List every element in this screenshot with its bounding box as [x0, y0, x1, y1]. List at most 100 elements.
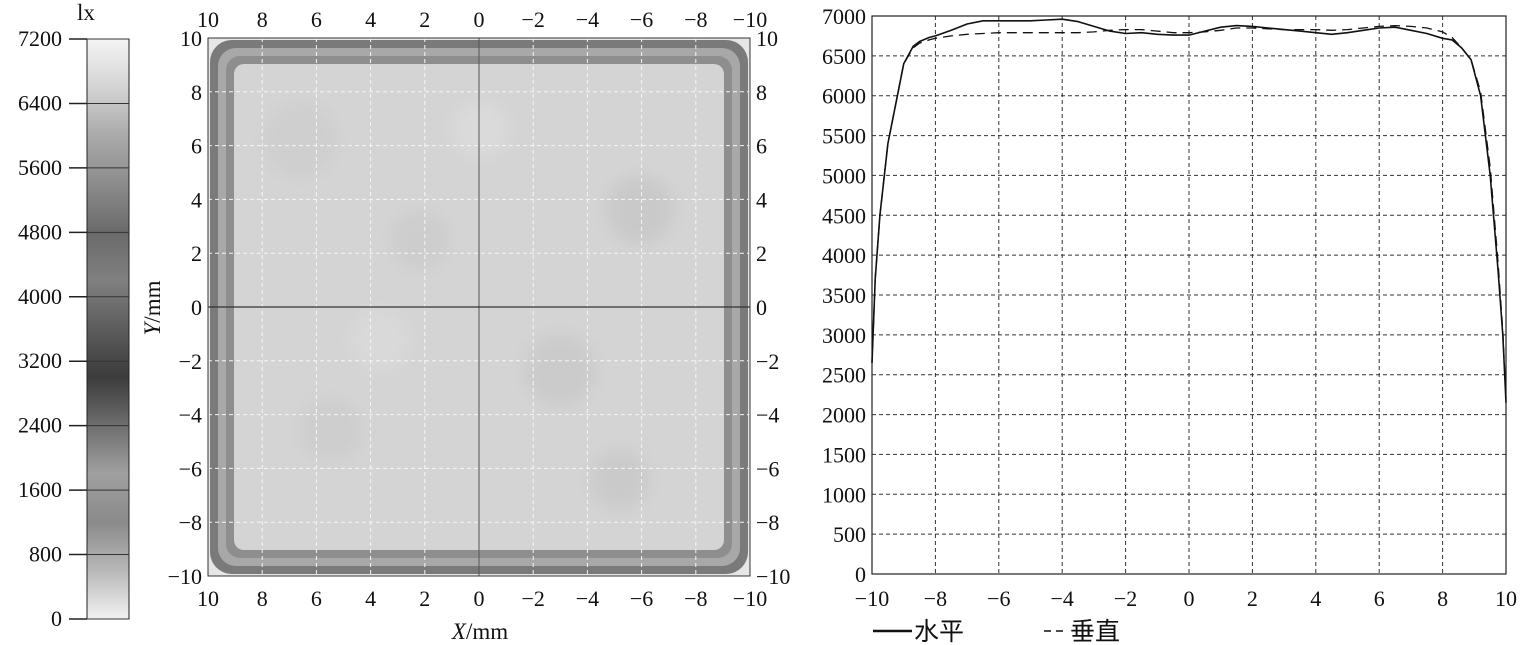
heatmap-x-axis-var: X — [451, 619, 467, 644]
heatmap-y-axis-var: Y — [140, 320, 165, 335]
heatmap-x-tick-label-bottom: 6 — [311, 586, 322, 611]
colorbar-strip — [86, 38, 130, 620]
legend-label-vertical: 垂直 — [1070, 618, 1120, 645]
line-y-tick-label: 2500 — [822, 363, 866, 388]
line-y-tick-label: 3000 — [822, 323, 866, 348]
heatmap-x-tick-label-bottom: −4 — [576, 586, 599, 611]
line-y-tick-label: 1500 — [822, 442, 866, 467]
heatmap-y-tick-label-left: 8 — [191, 80, 202, 105]
heatmap-x-tick-label-bottom: 4 — [365, 586, 376, 611]
heatmap-y-axis-unit: /mm — [140, 280, 165, 322]
heatmap-y-tick-label-right: −4 — [756, 403, 779, 428]
line-x-tick-label: −8 — [924, 586, 947, 611]
heatmap-y-tick-label-left: −2 — [179, 349, 202, 374]
line-x-tick-label: 6 — [1374, 586, 1385, 611]
heatmap-y-tick-label-right: 6 — [756, 134, 767, 159]
colorbar-unit-label: lx — [77, 0, 95, 25]
heatmap-y-tick-label-right: −6 — [756, 456, 779, 481]
heatmap-y-tick-label-left: 0 — [191, 295, 202, 320]
line-y-tick-label: 4000 — [822, 243, 866, 268]
colorbar-tick-label: 5600 — [18, 155, 62, 180]
heatmap-x-tick-label-bottom: 2 — [419, 586, 430, 611]
line-y-tick-label: 500 — [833, 522, 866, 547]
series-line-horizontal — [871, 18, 1507, 403]
heatmap-x-tick-label-top: −8 — [684, 7, 707, 32]
colorbar-tick-label: 0 — [51, 606, 62, 631]
line-y-tick-label: 3500 — [822, 283, 866, 308]
heatmap-x-tick-label-top: −4 — [576, 7, 599, 32]
heatmap-y-tick-label-right: 4 — [756, 187, 767, 212]
heatmap-y-tick-label-left: −6 — [179, 456, 202, 481]
series-line-vertical — [871, 24, 1507, 399]
line-x-tick-label: 0 — [1184, 586, 1195, 611]
heatmap-x-axis-unit: /mm — [466, 619, 508, 644]
heatmap-y-tick-label-right: −8 — [756, 510, 779, 535]
line-x-tick-label: −6 — [987, 586, 1010, 611]
line-chart-grid — [871, 15, 1507, 575]
heatmap-y-tick-label-right: 8 — [756, 80, 767, 105]
heatmap-x-tick-label-bottom: 10 — [197, 586, 219, 611]
heatmap-x-tick-label-bottom: 0 — [474, 586, 485, 611]
heatmap-y-tick-label-left: 6 — [191, 134, 202, 159]
colorbar-tick-label: 6400 — [18, 90, 62, 115]
colorbar-tick-label: 3200 — [18, 348, 62, 373]
colorbar-tick-label: 2400 — [18, 413, 62, 438]
line-y-tick-label: 5500 — [822, 124, 866, 149]
heatmap-x-tick-label-bottom: −6 — [630, 586, 653, 611]
colorbar-tick-label: 4800 — [18, 219, 62, 244]
line-y-tick-label: 0 — [855, 562, 866, 587]
line-y-tick-label: 1000 — [822, 482, 866, 507]
colorbar-tick-label: 1600 — [18, 477, 62, 502]
line-x-tick-label: −4 — [1050, 586, 1073, 611]
heatmap-y-tick-label-left: −4 — [179, 403, 202, 428]
heatmap-x-tick-label-bottom: −8 — [684, 586, 707, 611]
heatmap-y-tick-label-right: 2 — [756, 241, 767, 266]
heatmap-x-tick-label-top: 2 — [419, 7, 430, 32]
line-y-tick-label: 6000 — [822, 84, 866, 109]
line-chart-frame — [871, 15, 1507, 575]
heatmap-x-tick-label-top: 6 — [311, 7, 322, 32]
line-y-tick-label: 2000 — [822, 403, 866, 428]
colorbar-tick-label: 800 — [29, 542, 62, 567]
colorbar-tick-label: 4000 — [18, 284, 62, 309]
line-x-tick-label: 2 — [1247, 586, 1258, 611]
line-chart-panel: −10 −8 −6 −4 −2 0 2 4 6 8 10 0 500 1000 1500 2000 2500 30… — [822, 4, 1517, 645]
heatmap-y-axis-title: Y/mm — [140, 280, 165, 335]
colorbar-ticks: 0 800 1600 2400 3200 4000 4800 5600 6400 7200 — [18, 26, 129, 631]
heatmap-x-tick-label-bottom: −10 — [733, 586, 767, 611]
heatmap-x-tick-label-top: 4 — [365, 7, 376, 32]
heatmap-mottle — [262, 102, 674, 510]
heatmap-x-tick-label-top: 0 — [474, 7, 485, 32]
heatmap-x-axis-title: X/mm — [451, 619, 508, 644]
heatmap-grid — [207, 37, 751, 577]
legend-label-horizontal: 水平 — [914, 618, 964, 645]
heatmap-x-tick-label-top: −10 — [733, 7, 767, 32]
heatmap-y-tick-label-left: −10 — [168, 564, 202, 589]
line-x-tick-label: 4 — [1310, 586, 1321, 611]
heatmap-y-tick-label-right: 0 — [756, 295, 767, 320]
heatmap-y-tick-label-left: −8 — [179, 510, 202, 535]
heatmap-x-tick-label-top: 10 — [197, 7, 219, 32]
line-x-tick-label: 8 — [1437, 586, 1448, 611]
heatmap-y-tick-label-left: 2 — [191, 241, 202, 266]
heatmap-y-tick-label-right: −2 — [756, 349, 779, 374]
heatmap-y-tick-label-left: 10 — [180, 26, 202, 51]
heatmap-frame — [207, 37, 751, 577]
line-y-tick-label: 6500 — [822, 44, 866, 69]
heatmap-x-tick-label-top: 8 — [257, 7, 268, 32]
line-chart-ticks: −10 −8 −6 −4 −2 0 2 4 6 8 10 0 500 1000 1500 2000 2500 30… — [822, 4, 1517, 611]
heatmap-x-tick-label-bottom: 8 — [257, 586, 268, 611]
heatmap-y-tick-label-left: 4 — [191, 187, 202, 212]
line-x-tick-label: −10 — [855, 586, 889, 611]
heatmap-x-tick-label-top: −6 — [630, 7, 653, 32]
heatmap-x-tick-label-bottom: −2 — [521, 586, 544, 611]
line-chart-legend: 水平 垂直 — [873, 618, 1120, 645]
line-y-tick-label: 4500 — [822, 203, 866, 228]
line-y-tick-label: 7000 — [822, 4, 866, 29]
line-chart-series — [871, 18, 1507, 403]
line-y-tick-label: 5000 — [822, 163, 866, 188]
line-x-tick-label: −2 — [1114, 586, 1137, 611]
